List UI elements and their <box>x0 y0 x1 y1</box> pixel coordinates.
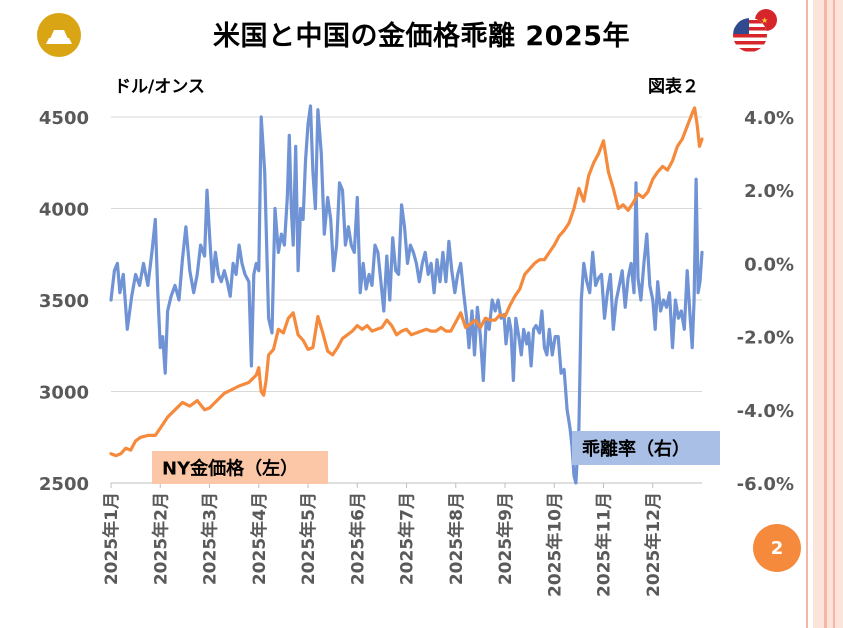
x-tick-label: 2025年8月 <box>446 492 467 585</box>
x-tick-label: 2025年3月 <box>200 492 221 585</box>
ny-gold-price-line <box>109 106 704 458</box>
y-right-tick-label: 4.0% <box>744 108 794 129</box>
x-tick-label: 2025年9月 <box>495 492 516 585</box>
right-border-stripe-outer <box>806 0 808 628</box>
y-left-tick-label: 3000 <box>39 383 89 404</box>
series-label-text: NY金価格（左） <box>162 458 298 480</box>
y-right-tick-label: -6.0% <box>737 474 794 495</box>
x-tick-label: 2025年4月 <box>249 492 270 585</box>
right-border-stripe <box>813 0 843 628</box>
right-border-stripe-inner <box>824 0 827 628</box>
series-layer <box>109 104 704 485</box>
x-tick-label: 2025年2月 <box>150 492 171 585</box>
series-label-box <box>152 451 328 484</box>
y-left-tick-label: 2500 <box>39 474 89 495</box>
y-right-tick-label: -4.0% <box>737 401 794 422</box>
y-right-tick-label: -2.0% <box>737 328 794 349</box>
x-tick-label: 2025年10月 <box>544 492 565 597</box>
y-left-tick-label: 3500 <box>39 291 89 312</box>
gold-bar-icon <box>37 13 81 57</box>
us-china-flag-icon: ★ <box>733 9 777 52</box>
x-tick-label: 2025年5月 <box>298 492 319 585</box>
right-border-stripe-inner2 <box>833 0 835 628</box>
y-right-tick-label: 2.0% <box>744 181 794 202</box>
y-right-tick-label: 0.0% <box>744 254 794 275</box>
page-title: 米国と中国の金価格乖離 2025年 <box>212 21 631 52</box>
y-left-tick-label: 4500 <box>39 108 89 129</box>
x-tick-label: 2025年12月 <box>643 492 664 597</box>
x-tick-label: 2025年7月 <box>397 492 418 585</box>
svg-text:★: ★ <box>761 16 768 25</box>
series-labels: NY金価格（左） 乖離率（右） <box>152 431 720 484</box>
x-tick-label: 2025年11月 <box>594 492 615 597</box>
left-axis-unit: ドル/オンス <box>114 77 205 97</box>
figure-label: 図表２ <box>648 77 699 97</box>
x-tick-label: 2025年6月 <box>347 492 368 585</box>
series-label-box <box>572 431 720 465</box>
axes: 4500 4000 3500 3000 2500 4.0% 2.0% 0.0% -2.0% -4.… <box>39 108 794 597</box>
y-left-tick-label: 4000 <box>39 200 89 221</box>
page-number-badge: 2 <box>753 524 801 572</box>
series-label-text: 乖離率（右） <box>582 438 690 460</box>
x-tick-label: 2025年1月 <box>101 492 122 585</box>
divergence-rate-line <box>109 104 704 485</box>
